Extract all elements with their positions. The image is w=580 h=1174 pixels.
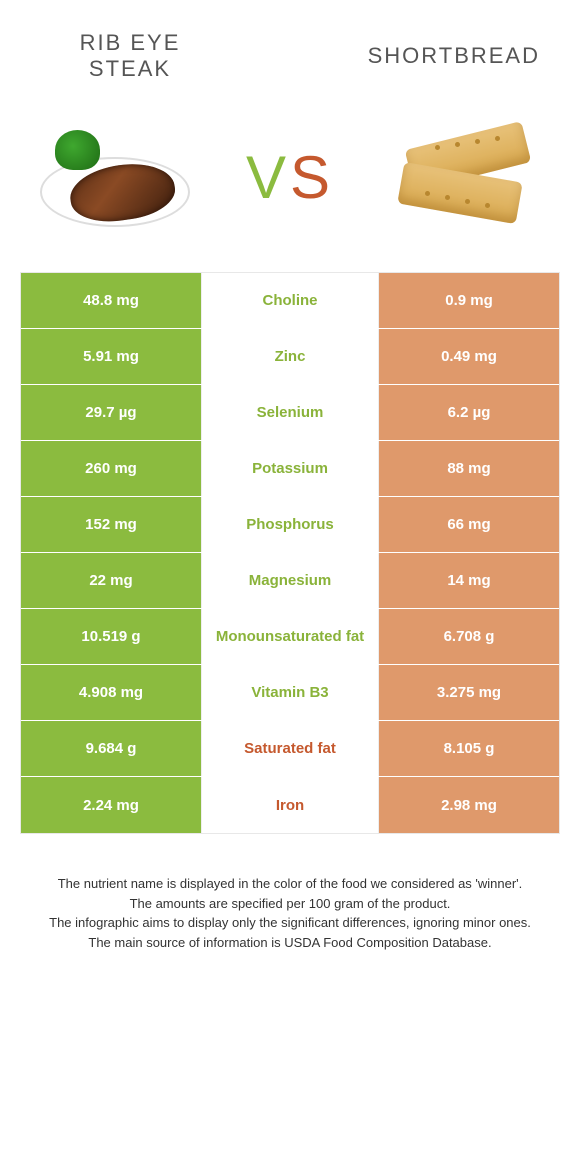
table-row: 4.908 mgVitamin B33.275 mg [21, 665, 559, 721]
table-row: 29.7 µgSelenium6.2 µg [21, 385, 559, 441]
food-left-image [25, 112, 205, 242]
right-value: 6.2 µg [379, 385, 559, 440]
table-row: 48.8 mgCholine0.9 mg [21, 273, 559, 329]
footer-notes: The nutrient name is displayed in the co… [0, 834, 580, 952]
vs-label: VS [246, 143, 334, 212]
nutrient-name: Zinc [201, 329, 379, 384]
left-value: 4.908 mg [21, 665, 201, 720]
left-value: 2.24 mg [21, 777, 201, 833]
left-value: 152 mg [21, 497, 201, 552]
left-value: 9.684 g [21, 721, 201, 776]
nutrient-name: Potassium [201, 441, 379, 496]
vs-v: V [246, 144, 290, 211]
nutrient-name: Saturated fat [201, 721, 379, 776]
table-row: 22 mgMagnesium14 mg [21, 553, 559, 609]
table-row: 5.91 mgZinc0.49 mg [21, 329, 559, 385]
table-row: 152 mgPhosphorus66 mg [21, 497, 559, 553]
vs-s: S [290, 144, 334, 211]
images-row: VS [0, 92, 580, 272]
table-row: 2.24 mgIron2.98 mg [21, 777, 559, 833]
comparison-table: 48.8 mgCholine0.9 mg5.91 mgZinc0.49 mg29… [20, 272, 560, 834]
left-value: 10.519 g [21, 609, 201, 664]
table-row: 260 mgPotassium88 mg [21, 441, 559, 497]
right-value: 6.708 g [379, 609, 559, 664]
right-value: 0.49 mg [379, 329, 559, 384]
nutrient-name: Selenium [201, 385, 379, 440]
table-row: 9.684 gSaturated fat8.105 g [21, 721, 559, 777]
nutrient-name: Magnesium [201, 553, 379, 608]
food-right-image [375, 112, 555, 242]
right-value: 88 mg [379, 441, 559, 496]
right-value: 3.275 mg [379, 665, 559, 720]
right-value: 2.98 mg [379, 777, 559, 833]
footer-line: The infographic aims to display only the… [30, 913, 550, 933]
nutrient-name: Vitamin B3 [201, 665, 379, 720]
right-value: 14 mg [379, 553, 559, 608]
footer-line: The amounts are specified per 100 gram o… [30, 894, 550, 914]
right-value: 8.105 g [379, 721, 559, 776]
right-value: 0.9 mg [379, 273, 559, 328]
header: Rib eye steak Shortbread [0, 0, 580, 92]
nutrient-name: Phosphorus [201, 497, 379, 552]
right-value: 66 mg [379, 497, 559, 552]
nutrient-name: Choline [201, 273, 379, 328]
left-value: 29.7 µg [21, 385, 201, 440]
food-left-title: Rib eye steak [40, 30, 220, 82]
food-right-title: Shortbread [320, 43, 540, 69]
table-row: 10.519 gMonounsaturated fat6.708 g [21, 609, 559, 665]
left-value: 22 mg [21, 553, 201, 608]
footer-line: The main source of information is USDA F… [30, 933, 550, 953]
footer-line: The nutrient name is displayed in the co… [30, 874, 550, 894]
left-value: 5.91 mg [21, 329, 201, 384]
nutrient-name: Iron [201, 777, 379, 833]
left-value: 260 mg [21, 441, 201, 496]
left-value: 48.8 mg [21, 273, 201, 328]
nutrient-name: Monounsaturated fat [201, 609, 379, 664]
